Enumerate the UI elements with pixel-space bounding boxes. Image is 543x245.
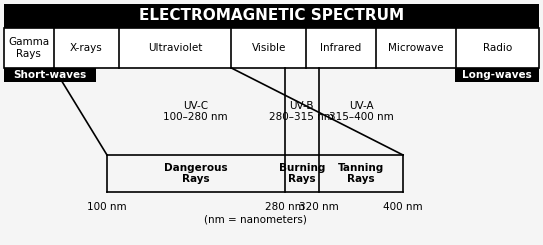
Bar bbox=[4, 68, 96, 82]
Text: Tanning
Rays: Tanning Rays bbox=[338, 163, 384, 184]
Text: Burning
Rays: Burning Rays bbox=[279, 163, 325, 184]
Text: Gamma
Rays: Gamma Rays bbox=[8, 37, 49, 59]
Text: Microwave: Microwave bbox=[388, 43, 444, 53]
Text: 100 nm: 100 nm bbox=[87, 202, 127, 212]
Text: UV-A
315–400 nm: UV-A 315–400 nm bbox=[329, 101, 394, 122]
Text: (nm = nanometers): (nm = nanometers) bbox=[204, 214, 306, 224]
Text: Visible: Visible bbox=[251, 43, 286, 53]
Text: ELECTROMAGNETIC SPECTRUM: ELECTROMAGNETIC SPECTRUM bbox=[139, 9, 404, 24]
Text: UV-C
100–280 nm: UV-C 100–280 nm bbox=[163, 101, 228, 122]
Text: 320 nm: 320 nm bbox=[299, 202, 339, 212]
Text: Infrared: Infrared bbox=[320, 43, 362, 53]
Text: Radio: Radio bbox=[483, 43, 512, 53]
Text: Short-waves: Short-waves bbox=[14, 70, 87, 80]
Text: X-rays: X-rays bbox=[70, 43, 103, 53]
Text: Long-waves: Long-waves bbox=[462, 70, 532, 80]
Text: 280 nm: 280 nm bbox=[265, 202, 305, 212]
Bar bbox=[4, 4, 539, 28]
Text: Dangerous
Rays: Dangerous Rays bbox=[164, 163, 228, 184]
Text: 400 nm: 400 nm bbox=[383, 202, 423, 212]
Bar bbox=[455, 68, 539, 82]
Text: UV-B
280–315 nm: UV-B 280–315 nm bbox=[269, 101, 334, 122]
Text: Ultraviolet: Ultraviolet bbox=[148, 43, 203, 53]
Bar bbox=[4, 28, 539, 68]
